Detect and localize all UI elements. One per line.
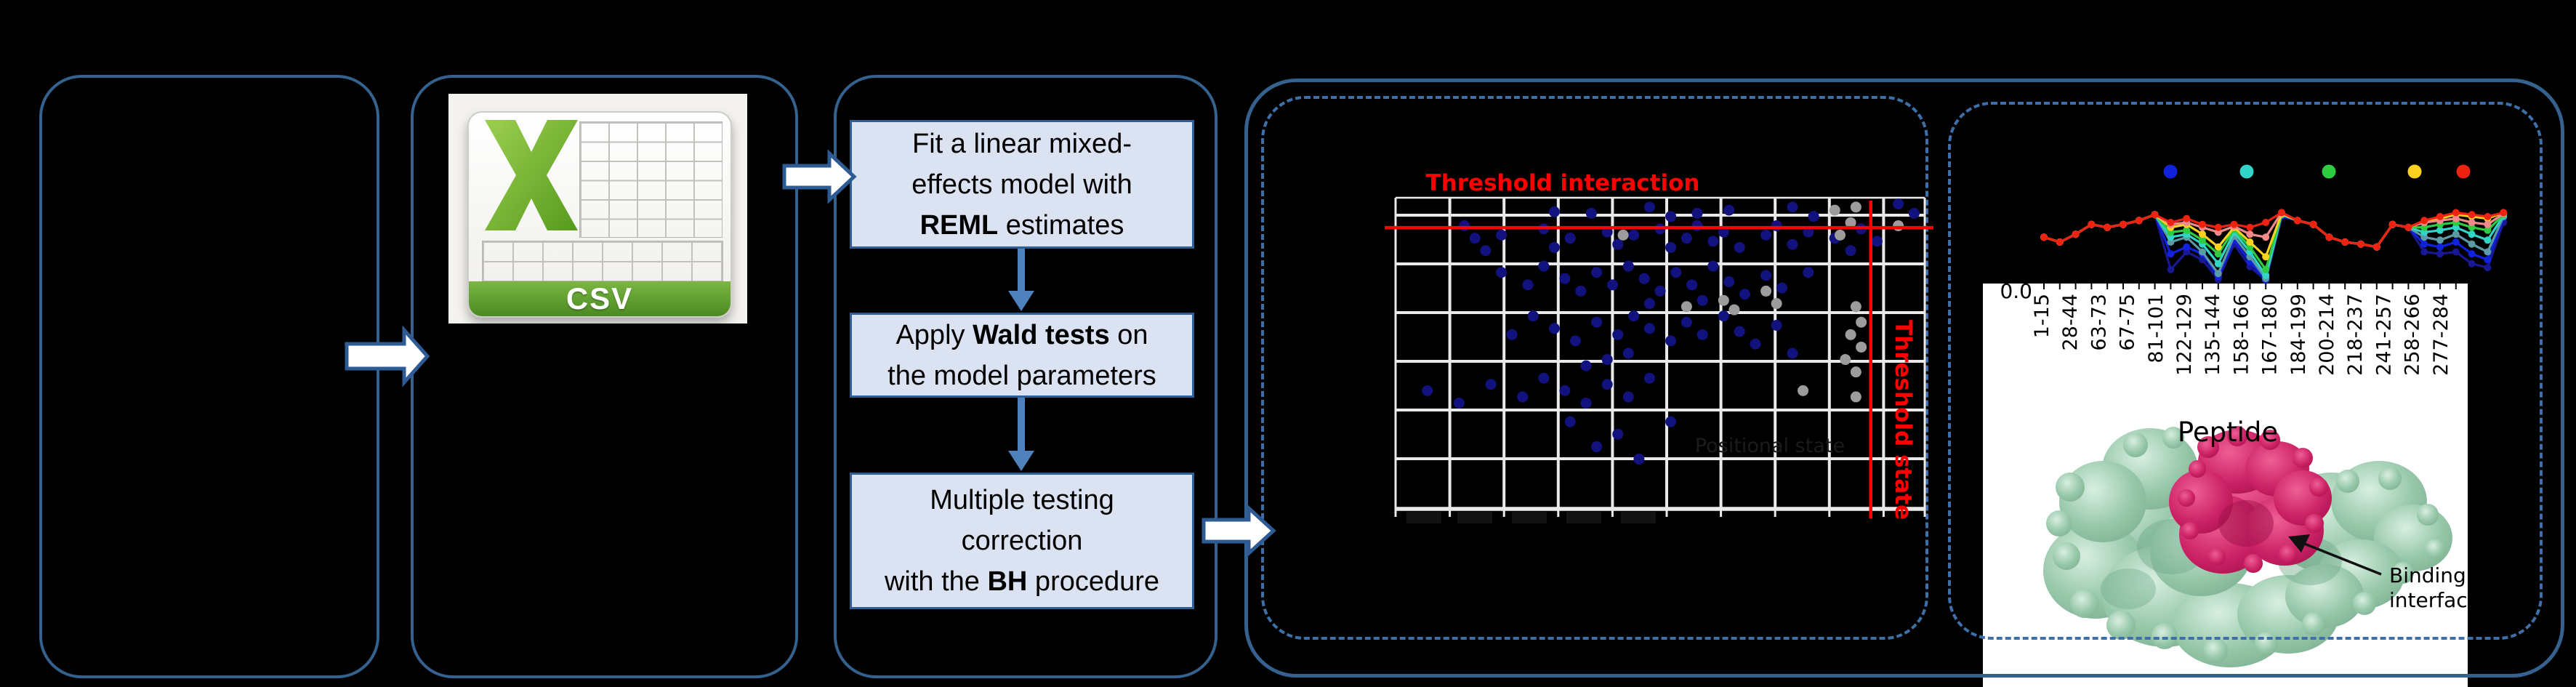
- flow-arrow-3-icon: [1202, 504, 1276, 558]
- svg-text:135-144: 135-144: [2202, 294, 2224, 376]
- svg-text:167-180: 167-180: [2259, 294, 2282, 376]
- panel-statistics-step: [834, 75, 1217, 678]
- protein-figure-background: Binding interface: [1983, 284, 2468, 687]
- step-box-wald-tests: Apply Wald tests on the model parameters: [850, 313, 1194, 398]
- svg-text:241-257: 241-257: [2372, 294, 2395, 376]
- line-series-red: [2040, 209, 2508, 251]
- svg-text:158-166: 158-166: [2230, 294, 2253, 376]
- scatter-series-significant-interaction: [1422, 198, 1920, 465]
- csv-image-background: CSV: [448, 94, 747, 324]
- excel-x-icon: [485, 120, 578, 230]
- x-tick-labels: 1-15 28-44 63-73 67-75 81-101 122-129 135-144 1…: [2031, 294, 2452, 376]
- flow-arrow-1-icon: [345, 325, 430, 387]
- step-box-mixed-model: Fit a linear mixed- effects model with R…: [850, 120, 1194, 249]
- svg-text:81-101: 81-101: [2145, 294, 2168, 363]
- svg-text:122-129: 122-129: [2173, 294, 2196, 376]
- protein-binding-region: [2169, 426, 2332, 574]
- svg-text:200-214: 200-214: [2316, 294, 2338, 376]
- svg-text:258-266: 258-266: [2402, 294, 2424, 376]
- protein-structure: [2043, 426, 2452, 667]
- step-box-bh-correction: Multiple testing correction with the BH …: [850, 473, 1194, 609]
- csv-file-icon: CSV: [467, 111, 732, 318]
- svg-text:67-75: 67-75: [2117, 294, 2139, 350]
- scatter-plot: [1385, 196, 1933, 523]
- svg-text:218-237: 218-237: [2344, 294, 2367, 376]
- panel-peptide-result: [1948, 102, 2543, 640]
- binding-interface-arrow: [2288, 534, 2382, 576]
- y-axis-zero-tick: 0.0: [2000, 279, 2032, 303]
- scatter-faint-legend: Positional state: [1695, 435, 1845, 457]
- svg-text:63-73: 63-73: [2088, 294, 2110, 350]
- panel-results-group: [1244, 79, 2564, 678]
- spreadsheet-grid: [579, 121, 723, 238]
- peptide-line-chart: 1-15 28-44 63-73 67-75 81-101 122-129 135-144 1…: [2031, 164, 2508, 376]
- panel-csv-step: [411, 75, 798, 678]
- panel-step-1: [39, 75, 379, 678]
- legend-dots: [2163, 164, 2471, 179]
- svg-text:28-44: 28-44: [2059, 294, 2082, 350]
- svg-text:277-284: 277-284: [2430, 294, 2452, 376]
- down-arrow-1-icon: [1008, 249, 1034, 311]
- flow-arrow-2-icon: [782, 149, 857, 204]
- threshold-interaction-label: Threshold interaction: [1426, 170, 1700, 196]
- binding-interface-label: Binding interface: [2389, 563, 2468, 612]
- scatter-series-non-significant: [1617, 201, 1904, 403]
- peptide-axis-title: Peptide: [2178, 417, 2278, 448]
- panel-scatter-result: [1261, 96, 1928, 640]
- csv-banner: CSV: [469, 281, 730, 316]
- protein-green-surface: [2043, 427, 2452, 667]
- svg-text:1-15: 1-15: [2031, 294, 2053, 338]
- csv-label: CSV: [565, 281, 634, 316]
- down-arrow-2-icon: [1008, 398, 1034, 471]
- spreadsheet-grid-lower: [482, 241, 723, 281]
- threshold-state-label: Threshold state: [1890, 320, 1916, 520]
- svg-text:184-199: 184-199: [2287, 294, 2310, 376]
